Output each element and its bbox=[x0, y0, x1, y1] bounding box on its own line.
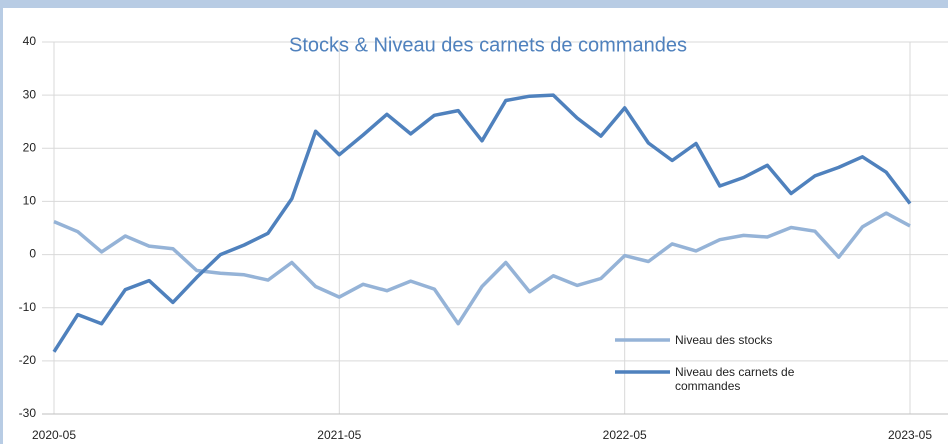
x-tick-label: 2020-05 bbox=[32, 428, 76, 442]
chart: Stocks & Niveau des carnets de commandes… bbox=[19, 34, 948, 442]
legend-label: Niveau des carnets de commandes bbox=[675, 365, 795, 393]
x-tick-label: 2022-05 bbox=[603, 428, 647, 442]
x-tick-label: 2021-05 bbox=[317, 428, 361, 442]
y-tick-label: 30 bbox=[23, 87, 37, 101]
y-tick-label: 20 bbox=[23, 140, 37, 154]
y-tick-label: -30 bbox=[19, 406, 37, 420]
top-band bbox=[3, 0, 948, 8]
data-line bbox=[53, 211, 911, 326]
y-tick-label: -20 bbox=[19, 353, 37, 367]
chart-title: Stocks & Niveau des carnets de commandes bbox=[289, 34, 687, 56]
y-tick-label: 40 bbox=[23, 34, 37, 48]
y-tick-label: 10 bbox=[23, 194, 37, 208]
data-line bbox=[52, 93, 912, 353]
y-tick-label: 0 bbox=[29, 247, 36, 261]
y-tick-label: -10 bbox=[19, 300, 37, 314]
x-tick-label: 2023-05 bbox=[888, 428, 932, 442]
legend-label: Niveau des stocks bbox=[675, 333, 773, 347]
